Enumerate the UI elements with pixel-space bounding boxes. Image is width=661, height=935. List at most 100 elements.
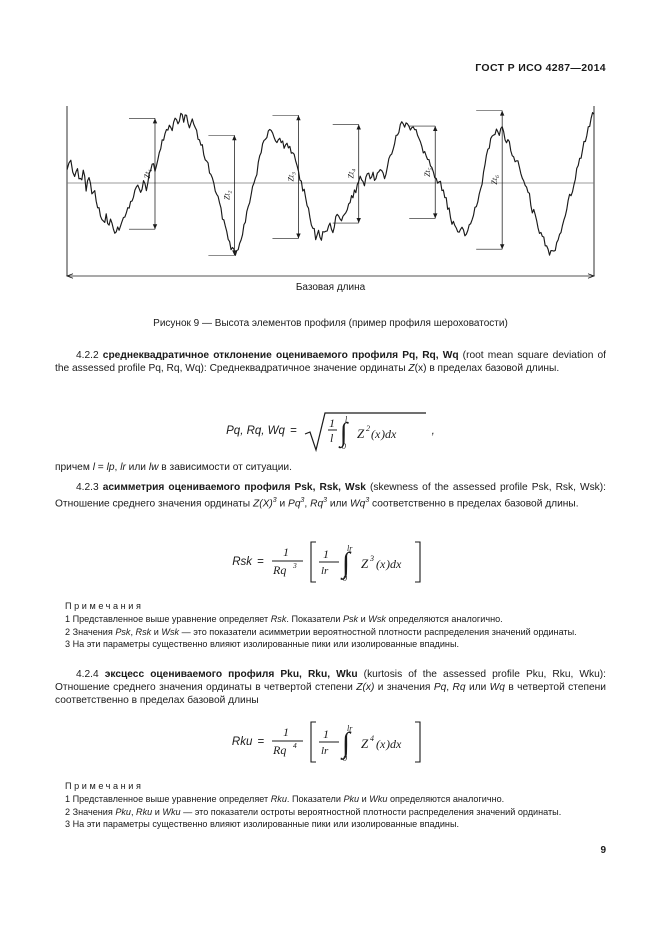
notes-1-item-2-wsk: Wsk <box>161 626 180 637</box>
svg-text:)dx: )dx <box>380 427 397 441</box>
svg-text:(: ( <box>376 737 381 751</box>
section-4-2-2-paragraph: 4.2.2 среднеквадратичное отклонение оцен… <box>55 349 606 375</box>
formula-pq-equals: = <box>289 425 297 437</box>
svg-text:x: x <box>379 557 386 571</box>
notes-1-item-1-a: 1 Представленное выше уравнение определя… <box>65 614 271 625</box>
formula-rsk: Rsk = 1 Rq 3 1 lr ∫ lr 0 Z 3 ( x )dx <box>55 536 606 588</box>
section-4-2-3-paragraph: 4.2.3 асимметрия оцениваемого профиля Ps… <box>55 481 606 511</box>
section-4-2-3-pq: Pq <box>288 498 301 510</box>
profile-height-marker: Zt4 <box>332 124 361 224</box>
svg-text:1: 1 <box>329 416 335 430</box>
svg-text:3: 3 <box>369 554 374 563</box>
svg-text:Z: Z <box>357 426 365 441</box>
section-4-2-3-wq-power: 3 <box>365 497 370 505</box>
section-4-2-3-body-1: (skewness of the assessed profile Psk, R… <box>55 482 606 510</box>
notes-2-item-2-rku: Rku <box>136 806 153 817</box>
formula-rku-graphic: 1 Rq 4 1 lr ∫ lr 0 Z 4 ( x )dx <box>272 721 421 763</box>
formula-rku: Rku = 1 Rq 4 1 lr ∫ lr 0 Z 4 ( x )dx <box>55 716 606 768</box>
notes-2-item-2: 2 Значения Pku, Rku и Wku — это показате… <box>55 806 606 818</box>
section-4-2-3-zx-power: 3 <box>272 497 277 505</box>
roughness-profile-chart: Zt1 Zt2 Zt3 Zt4 Zt5 Zt6 Базовая длина <box>55 100 606 305</box>
svg-text:0: 0 <box>342 442 346 451</box>
profile-plot-svg: Zt1 Zt2 Zt3 Zt4 Zt5 Zt6 Базовая длина <box>65 106 596 293</box>
svg-text:lr: lr <box>321 745 329 757</box>
section-4-2-3-number: 4.2.3 <box>76 482 99 493</box>
section-4-2-2-body-1: (root mean square deviation of the asses… <box>55 350 606 375</box>
section-4-2-3-term: асимметрия оцениваемого профиля Psk, Rsk… <box>102 482 366 493</box>
formula-pq-sqrt-graphic: 1 l ∫ l 0 Z 2 ( x )dx <box>304 412 426 453</box>
after-plain: причем <box>55 462 93 473</box>
formula-rku-equals: = <box>257 736 265 748</box>
svg-text:Rq: Rq <box>272 743 286 757</box>
svg-text:lr: lr <box>347 724 353 733</box>
svg-text:)dx: )dx <box>385 737 402 751</box>
after-lw: lw <box>148 462 159 473</box>
notes-1-item-3: 3 На эти параметры существенно влияют из… <box>65 639 460 650</box>
section-4-2-4-rq: Rq <box>452 682 466 694</box>
section-4-2-3-or: или <box>327 498 351 510</box>
svg-text:∫: ∫ <box>340 547 352 580</box>
svg-text:Zt4: Zt4 <box>347 169 358 179</box>
section-4-2-4-term: эксцесс оцениваемого профиля Pku, Rku, W… <box>104 669 358 680</box>
section-4-2-3-sep: , <box>304 498 311 510</box>
notes-1-title: Примечания <box>65 601 144 611</box>
formula-rsk-graphic: 1 Rq 3 1 lr ∫ lr 0 Z 3 ( x )dx <box>271 541 421 583</box>
section-4-2-3-pq-power: 3 <box>300 497 305 505</box>
notes-2-item-1-a: 1 Представленное выше уравнение определя… <box>65 794 271 805</box>
page-number: 9 <box>600 845 606 856</box>
svg-text:Zt1: Zt1 <box>143 169 154 179</box>
svg-text:x: x <box>379 737 386 751</box>
notes-2-item-1-b: . Показатели <box>286 794 344 805</box>
section-4-2-4-body-1: (kurtosis of the assessed profile Pku, R… <box>55 669 607 694</box>
notes-1-item-2: 2 Значения Psk, Rsk и Wsk — это показате… <box>55 626 606 638</box>
notes-1-item-1-wsk: Wsk <box>368 614 386 625</box>
section-4-2-2-body-2: в пределах базовой длины. <box>426 363 560 375</box>
svg-text:(: ( <box>376 557 381 571</box>
formula-pq-comma: , <box>431 425 435 437</box>
notes-2-title: Примечания <box>65 781 144 791</box>
svg-text:1: 1 <box>323 547 329 561</box>
formula-rsk-equals: = <box>257 556 264 568</box>
svg-text:4: 4 <box>293 741 297 750</box>
svg-text:lr: lr <box>321 565 329 577</box>
svg-text:Zt6: Zt6 <box>490 175 501 185</box>
svg-text:1: 1 <box>323 727 329 741</box>
notes-1-item-2-tail: — это показатели асимметрии вероятностно… <box>179 626 577 637</box>
section-4-2-4-mid: и значения <box>374 682 434 694</box>
notes-2-item-1-rku: Rku <box>270 794 287 805</box>
section-4-2-3-zx: Z(X) <box>252 498 273 510</box>
notes-1-item-2-psk: Psk <box>115 626 131 637</box>
section-4-2-3-rq: Rq <box>310 498 324 510</box>
svg-text:1: 1 <box>283 725 289 739</box>
svg-text:0: 0 <box>343 574 347 583</box>
svg-text:l: l <box>330 431 334 445</box>
notes-2-item-1: 1 Представленное выше уравнение определя… <box>55 793 606 805</box>
svg-text:Zt3: Zt3 <box>286 172 297 182</box>
svg-text:0: 0 <box>343 754 347 763</box>
after-eq: = <box>94 462 107 473</box>
profile-height-marker: Zt2 <box>208 134 237 256</box>
document-standard-header: ГОСТ Р ИСО 4287—2014 <box>475 62 606 74</box>
notes-1-item-1-c: и <box>358 614 369 625</box>
notes-2-item-2-pku: Pku <box>115 806 131 817</box>
after-lp: lp <box>106 462 115 473</box>
after-tail: в зависимости от ситуации. <box>158 462 292 473</box>
notes-1-item-2-rsk: Rsk <box>135 626 152 637</box>
section-4-2-4-or: или <box>465 682 490 694</box>
notes-1-item-1-rsk: Rsk <box>270 614 287 625</box>
section-4-2-4-pq: Pq <box>433 682 447 694</box>
svg-text:3: 3 <box>292 561 297 570</box>
svg-text:∫: ∫ <box>338 417 349 449</box>
section-4-2-4-number: 4.2.4 <box>76 669 99 680</box>
notes-1-item-1-d: определяются аналогично. <box>385 614 503 625</box>
svg-text:x: x <box>374 427 381 441</box>
profile-height-marker: Zt3 <box>272 114 301 239</box>
section-4-2-2-number: 4.2.2 <box>76 350 99 361</box>
svg-text:Zt2: Zt2 <box>222 190 233 200</box>
notes-1-item-2-sep: , <box>130 626 136 637</box>
notes-2-item-1-wku: Wku <box>369 794 388 805</box>
section-4-2-4-zx: Z(x) <box>356 682 375 694</box>
svg-text:1: 1 <box>283 545 289 559</box>
svg-text:Z: Z <box>361 736 369 751</box>
svg-text:Zt5: Zt5 <box>423 167 434 177</box>
